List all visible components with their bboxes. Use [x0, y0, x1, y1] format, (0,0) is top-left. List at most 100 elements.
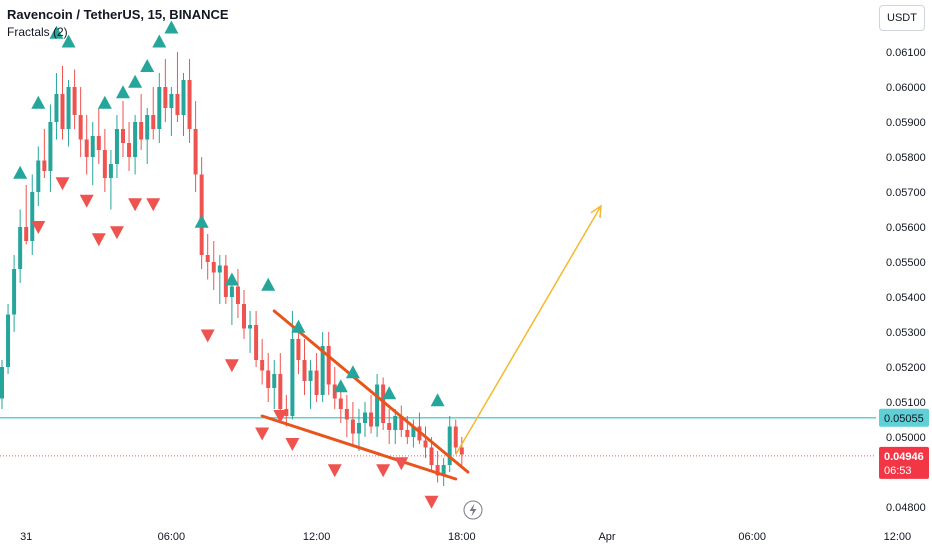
fractal-up-marker: [164, 20, 179, 34]
candle-body: [72, 87, 77, 115]
projection-arrow-line[interactable]: [455, 205, 602, 455]
time-axis[interactable]: 3106:0012:0018:00Apr06:0012:0018:00206:0…: [0, 522, 932, 550]
candle-body: [393, 416, 398, 430]
candle-body: [90, 136, 95, 157]
candle-body: [48, 122, 53, 171]
candle-body: [84, 139, 89, 157]
projection-arrow-group: [455, 204, 602, 455]
candle-body: [66, 87, 71, 129]
symbol-title[interactable]: Ravencoin / TetherUS, 15, BINANCE: [7, 7, 229, 22]
candle-body: [36, 160, 41, 192]
fractal-up-marker: [382, 386, 397, 400]
time-tick-label: 06:00: [738, 531, 766, 543]
last-price-badge-value: 0.04946: [884, 451, 924, 463]
candle-body: [102, 150, 107, 178]
candle-body: [308, 370, 313, 381]
bolt-icon[interactable]: [463, 500, 483, 520]
fractal-down-marker: [285, 438, 300, 451]
candle-body: [350, 419, 355, 434]
candle-body: [447, 426, 452, 465]
candle-body: [211, 262, 216, 273]
candle-body: [223, 265, 228, 297]
candle-body: [278, 374, 283, 409]
time-axis-bg: [0, 522, 876, 550]
candle-body: [387, 423, 392, 430]
fractal-down-marker: [273, 410, 288, 423]
candle-body: [30, 192, 35, 241]
fractals-group: [13, 20, 445, 509]
candle-body: [272, 374, 277, 388]
candle-body: [302, 360, 307, 381]
chart-header: Ravencoin / TetherUS, 15, BINANCE Fracta…: [7, 7, 229, 39]
candle-body: [411, 426, 416, 437]
candle-body: [381, 384, 386, 423]
fractal-up-marker: [224, 272, 239, 286]
candle-body: [248, 325, 253, 329]
projection-arrowhead: [590, 204, 602, 219]
time-tick-label: 06:00: [158, 531, 186, 543]
candle-body: [290, 339, 295, 416]
candle-body: [163, 87, 168, 108]
candle-body: [229, 286, 234, 297]
price-tick-label: 0.05000: [886, 432, 926, 444]
candle-body: [157, 87, 162, 129]
fractal-down-marker: [376, 464, 391, 478]
candle-body: [0, 367, 4, 399]
candle-body: [441, 465, 446, 476]
time-tick-label: 31: [20, 531, 32, 543]
time-tick-label: 18:00: [448, 531, 476, 543]
candle-body: [78, 115, 83, 140]
fractal-up-marker: [194, 214, 209, 228]
price-tick-label: 0.05300: [886, 327, 926, 339]
price-tick-label: 0.05100: [886, 397, 926, 409]
candle-body: [235, 286, 240, 304]
last-price-badge: [879, 446, 929, 479]
price-tick-label: 0.05600: [886, 222, 926, 234]
fractal-down-marker: [128, 198, 143, 212]
price-tick-label: 0.05500: [886, 257, 926, 269]
candle-body: [429, 447, 434, 465]
candle-body: [139, 122, 144, 140]
candle-body: [459, 447, 464, 455]
indicator-label[interactable]: Fractals (2): [7, 25, 68, 39]
candle-body: [260, 360, 265, 371]
candle-body: [12, 269, 17, 315]
fractal-up-marker: [49, 25, 64, 39]
fractal-down-marker: [224, 359, 239, 373]
fractal-down-marker: [79, 194, 94, 208]
candle-body: [326, 346, 331, 385]
candle-body: [296, 339, 301, 360]
candle-body: [320, 346, 325, 395]
fractal-down-marker: [394, 457, 409, 471]
candle-body: [363, 412, 367, 423]
candle-body: [356, 423, 361, 434]
candle-body: [114, 129, 119, 164]
candle-body: [375, 384, 380, 427]
fractal-down-marker: [55, 177, 70, 191]
price-tick-label: 0.05200: [886, 362, 926, 374]
fractal-up-marker: [13, 165, 28, 179]
price-tick-label: 0.05700: [886, 187, 926, 199]
fractal-up-marker: [31, 95, 46, 109]
price-tick-label: 0.06100: [886, 47, 926, 59]
fractal-up-marker: [97, 95, 112, 109]
candle-body: [405, 430, 410, 437]
candle-body: [284, 409, 289, 416]
candle-body: [338, 398, 343, 409]
candle-body: [54, 94, 59, 122]
support-price-badge-label: 0.05055: [884, 413, 924, 425]
fractal-up-marker: [333, 379, 348, 393]
fractal-up-marker: [116, 85, 130, 99]
candle-body: [133, 122, 138, 157]
candle-body: [399, 416, 404, 430]
fractal-up-marker: [61, 34, 76, 48]
candle-body: [205, 255, 210, 262]
wedge-trendline[interactable]: [260, 414, 458, 481]
candle-body: [453, 426, 458, 448]
currency-unit-button[interactable]: USDT: [879, 5, 925, 31]
fractal-up-marker: [430, 393, 445, 407]
wedge-trendline[interactable]: [272, 309, 470, 474]
fractal-down-marker: [255, 427, 270, 441]
last-price-countdown: 06:53: [884, 465, 912, 477]
